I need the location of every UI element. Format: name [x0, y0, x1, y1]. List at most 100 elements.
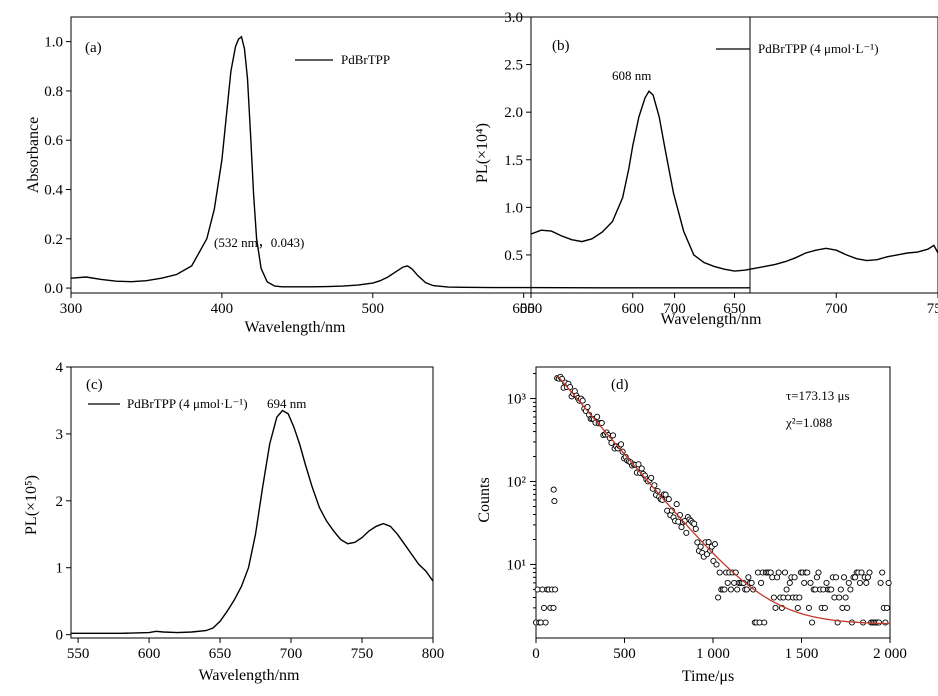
panel-d-data-point	[840, 574, 848, 581]
panel-c-x-tick-label: 750	[351, 646, 374, 662]
panel-d-data-point	[842, 594, 849, 601]
panel-a-legend-label: PdBrTPP	[341, 52, 390, 67]
panel-d-data-point	[724, 579, 731, 586]
panel-d-data-point	[883, 604, 891, 611]
panel-c-y-tick-label: 4	[56, 360, 64, 376]
panel-d-data-point	[697, 543, 704, 550]
panel-d-data-point	[638, 465, 645, 472]
panel-d-fit-curve	[556, 374, 890, 625]
panel-d-data-point	[832, 574, 840, 581]
panel-d-data-point	[694, 539, 701, 546]
panel-d-x-tick-label: 2 000	[873, 646, 907, 662]
panel-d-data-point	[550, 604, 557, 611]
panel-d-data-point	[783, 586, 790, 593]
panel-d-data-point	[882, 619, 889, 626]
panel-c-annotation: 694 nm	[267, 396, 306, 411]
panel-d-data-point	[648, 474, 655, 481]
panel-d-data-point	[713, 561, 720, 568]
panel-c-x-tick-label: 700	[280, 646, 303, 662]
panel-b-x-tick-label: 650	[723, 301, 746, 317]
panel-a: 300 400 500 600 700 0.0 0.2 0.4 0.6 0.8 1.0 (a) Pd…	[25, 16, 751, 336]
panel-b-legend-label: PdBrTPP (4 μmol·L⁻¹)	[758, 41, 879, 56]
panel-d-data-point	[786, 579, 793, 586]
panel-d-axes: 0 500 1 000 1 500 2 000 10¹ 10² 10³	[507, 373, 907, 662]
panel-d-data-point	[823, 579, 830, 586]
panel-c-plot-frame	[70, 366, 434, 639]
panel-d-data-point	[550, 486, 557, 493]
panel-c-label: (c)	[86, 377, 103, 393]
panel-d-data-point	[692, 525, 699, 532]
panel-c: 550 600 650 700 750 800 0 1 2 3 4 (c) PdBrTPP (4 μ…	[23, 360, 444, 684]
panel-b-x-tick-label: 600	[622, 301, 645, 317]
panel-d-y-axis-label: Counts	[476, 477, 493, 522]
panel-a-x-tick-label: 300	[60, 301, 83, 317]
panel-d-data-point	[828, 586, 835, 593]
panel-b: 5506006507007500.51.01.52.02.53.0 (b) Pd…	[474, 10, 938, 328]
panel-a-x-tick-label: 400	[211, 301, 234, 317]
panel-d-data-point	[654, 487, 661, 495]
panel-c-x-tick-label: 800	[422, 646, 445, 662]
panel-c-x-tick-label: 600	[138, 646, 161, 662]
panel-c-axes: 550 600 650 700 750 800 0 1 2 3 4	[56, 360, 445, 662]
panel-c-x-tick-label: 550	[67, 646, 90, 662]
panel-b-spectrum-line	[530, 90, 938, 272]
panel-d-data-point	[598, 419, 605, 427]
panel-d-annotation-tau: τ=173.13 μs	[786, 388, 850, 403]
panel-d-data-point	[552, 586, 559, 593]
panel-a-annotation: (532 nm，0.043)	[214, 235, 304, 250]
panel-a-y-tick-label: 0.8	[44, 84, 63, 100]
panel-d-data-point	[858, 569, 865, 576]
panel-d-data-point	[794, 604, 801, 611]
panel-d-data-point	[758, 579, 765, 586]
panel-a-label: (a)	[85, 40, 102, 56]
panel-d-data-point	[781, 569, 789, 576]
panel-d-data-point	[877, 579, 884, 586]
panel-b-y-tick-label: 2.5	[504, 58, 523, 74]
panel-b-x-tick-label: 750	[927, 301, 938, 317]
panel-d-data-point	[866, 569, 873, 576]
panel-d-data-point	[715, 594, 722, 601]
panel-b-x-axis-label: Wavelength/nm	[661, 311, 762, 328]
panel-d-data-point	[716, 569, 723, 576]
panel-d-data-point	[809, 619, 816, 626]
panel-d-data-point	[837, 586, 844, 593]
panel-d-data-point	[691, 520, 698, 527]
panel-a-x-tick-label: 700	[663, 301, 686, 317]
panel-b-x-tick-label: 700	[825, 301, 848, 317]
panel-d-x-tick-label: 500	[613, 646, 636, 662]
panel-d-data-point	[770, 594, 777, 601]
panel-d-y-tick-label: 10²	[507, 475, 527, 491]
panel-d-data-point	[665, 496, 672, 503]
panel-a-y-tick-label: 0.6	[44, 133, 63, 149]
panel-a-plot-frame	[70, 16, 751, 294]
panel-d-data-point	[761, 619, 768, 626]
panel-a-x-axis-label: Wavelength/nm	[245, 319, 346, 336]
panel-d-data-point	[540, 604, 548, 611]
panel-c-y-tick-label: 2	[56, 494, 64, 510]
panel-d-data-point	[727, 586, 734, 593]
panel-d-data-point	[635, 461, 642, 468]
panel-d-data-point	[804, 569, 811, 576]
panel-d-data-point	[551, 498, 558, 505]
panel-c-x-axis-label: Wavelength/nm	[199, 667, 300, 684]
panel-d-data-point	[815, 569, 822, 576]
panel-a-y-tick-label: 1.0	[44, 35, 63, 51]
panel-d-data-point	[673, 501, 680, 508]
panel-a-y-axis-label: Absorbance	[25, 117, 42, 193]
panel-b-y-tick-label: 1.5	[504, 153, 523, 169]
panel-d-data-point	[775, 569, 782, 576]
panel-d-data-point	[805, 604, 812, 611]
panel-d-data-point	[879, 569, 886, 576]
panel-c-y-tick-label: 1	[56, 561, 64, 577]
panel-d-data-point	[821, 604, 828, 611]
panel-d-data-point	[845, 579, 852, 586]
panel-d-label: (d)	[611, 377, 629, 393]
panel-d-x-tick-label: 1 000	[696, 646, 730, 662]
panel-b-y-axis-label: PL(×10⁴)	[474, 123, 491, 183]
panel-d-data-point	[807, 579, 814, 586]
panel-a-y-tick-label: 0.4	[44, 183, 63, 199]
panel-c-x-tick-label: 650	[209, 646, 232, 662]
panel-d-data-point	[801, 579, 808, 586]
panel-b-y-tick-label: 1.0	[504, 200, 523, 216]
panel-b-y-tick-label: 3.0	[504, 10, 523, 26]
